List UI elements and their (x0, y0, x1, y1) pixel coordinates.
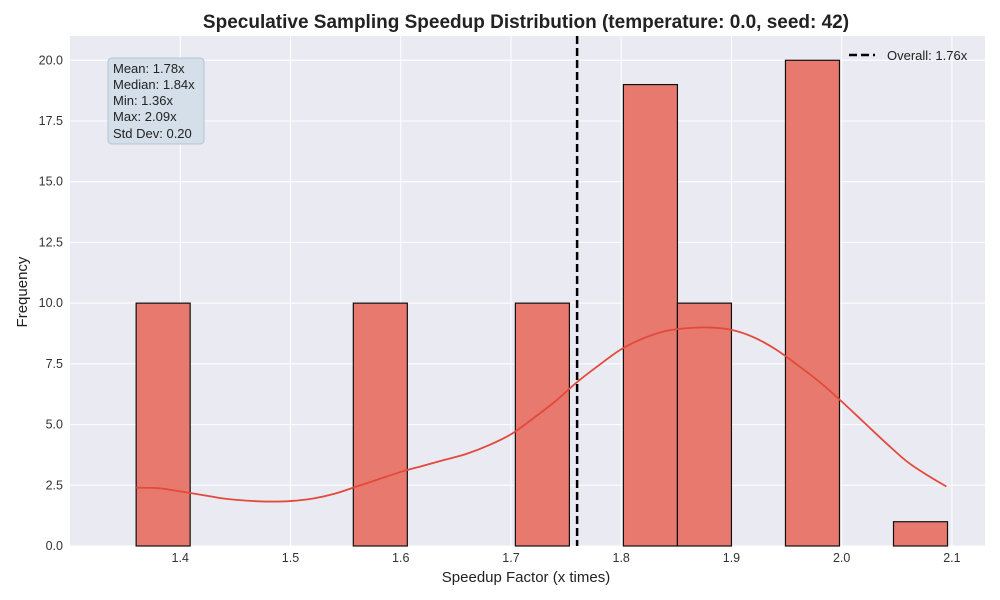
histogram-bar-6 (784, 59, 841, 547)
y-tick-label: 17.5 (39, 114, 63, 128)
y-tick-label: 0.0 (46, 539, 63, 553)
stats-box: Mean: 1.78x Median: 1.84x Min: 1.36x Max… (107, 57, 205, 145)
x-tick-label: 1.7 (502, 551, 519, 565)
x-tick-label: 1.4 (172, 551, 189, 565)
legend: Overall: 1.76x (849, 48, 968, 63)
chart-title: Speculative Sampling Speedup Distributio… (203, 12, 849, 33)
y-tick-label: 15.0 (39, 175, 63, 189)
x-tick-label: 2.0 (833, 551, 850, 565)
stats-box-background (107, 57, 205, 145)
histogram-bar-5 (676, 302, 733, 547)
stats-mean: Mean: 1.78x (113, 61, 185, 76)
histogram-bar-1 (135, 302, 191, 547)
y-tick-label: 7.5 (46, 357, 63, 371)
x-tick-label: 1.9 (723, 551, 740, 565)
x-tick-label: 1.8 (613, 551, 630, 565)
x-axis-ticks: 1.4 1.5 1.6 1.7 1.8 1.9 2.0 2.1 (172, 551, 961, 565)
y-tick-label: 5.0 (46, 418, 63, 432)
y-tick-label: 10.0 (39, 296, 63, 310)
x-tick-label: 1.6 (392, 551, 409, 565)
y-axis-ticks: 0.0 2.5 5.0 7.5 10.0 12.5 15.0 17.5 20.0 (39, 53, 63, 553)
y-tick-label: 2.5 (46, 478, 63, 492)
stats-median: Median: 1.84x (113, 77, 195, 92)
stats-max: Max: 2.09x (113, 109, 177, 124)
legend-overall-label: Overall: 1.76x (887, 48, 968, 63)
kde-curve (136, 326, 947, 503)
x-axis-label: Speedup Factor (x times) (442, 569, 610, 586)
histogram-bars (135, 59, 949, 547)
y-axis-label: Frequency (14, 256, 31, 327)
stats-std-dev: Std Dev: 0.20 (113, 126, 192, 141)
x-tick-label: 1.5 (282, 551, 299, 565)
histogram-bar-2 (352, 302, 408, 547)
y-tick-label: 12.5 (39, 235, 63, 249)
x-tick-label: 2.1 (943, 551, 960, 565)
histogram-bar-7 (892, 521, 949, 547)
histogram-bar-4 (622, 83, 679, 547)
stats-min: Min: 1.36x (113, 93, 173, 108)
y-tick-label: 20.0 (39, 53, 63, 67)
